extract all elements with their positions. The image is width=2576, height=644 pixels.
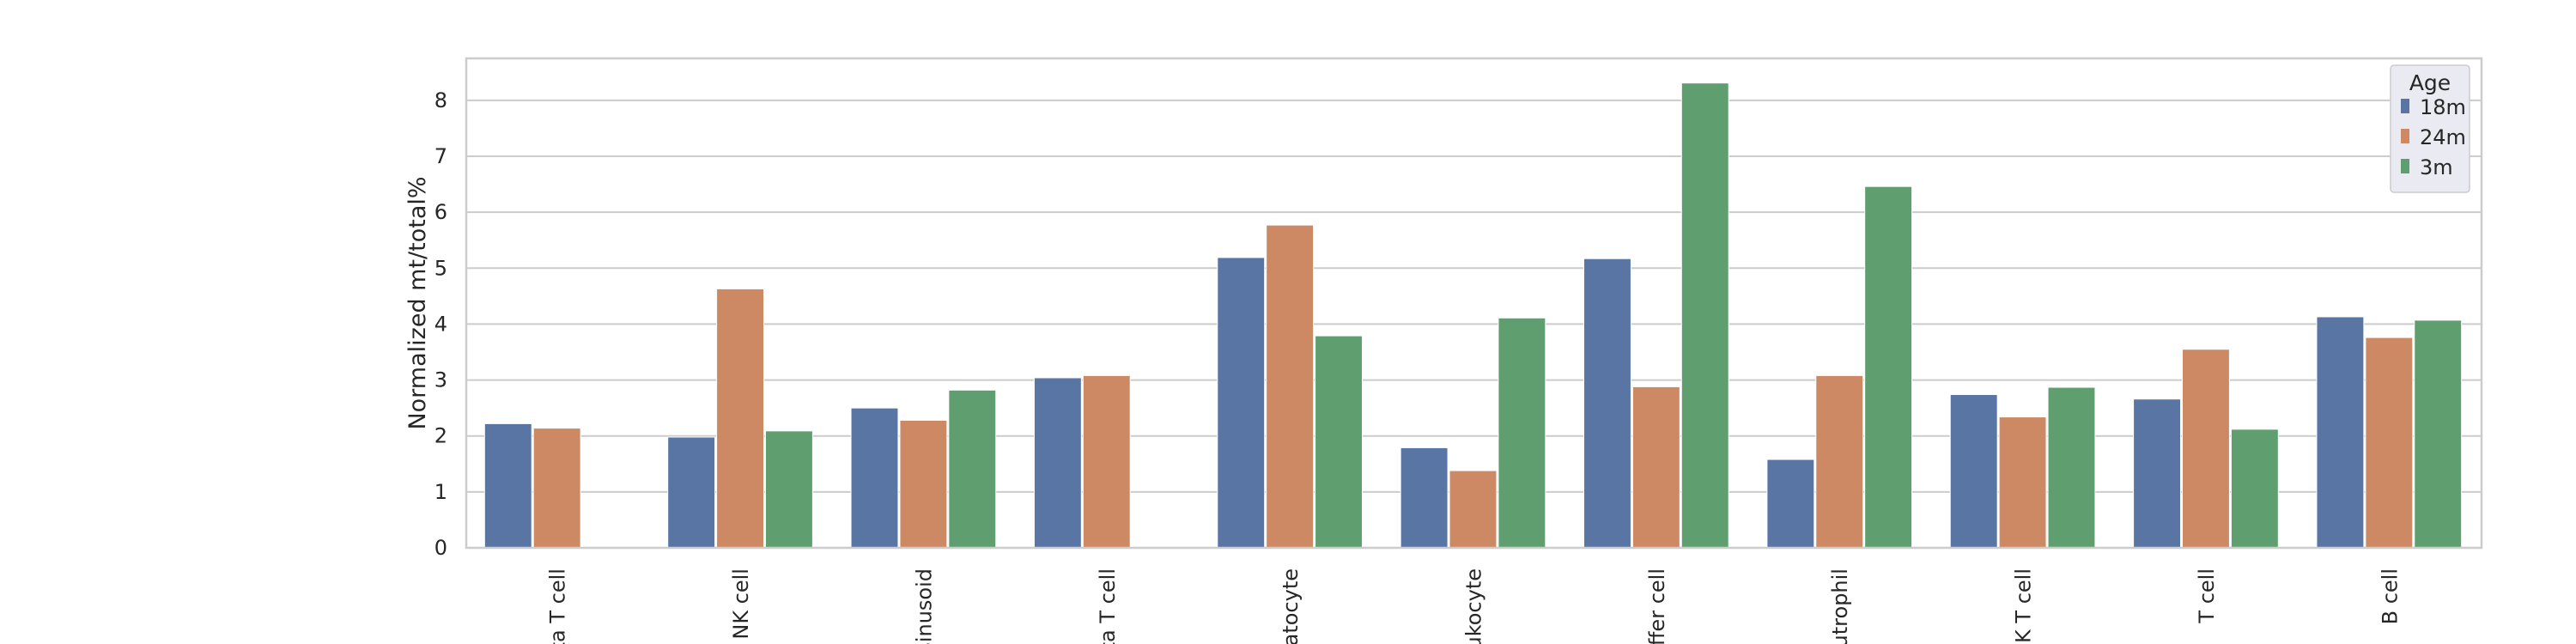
bar-3m [948,389,997,549]
y-tick-label: 2 [434,424,447,448]
bars [483,82,2463,549]
y-tick-label: 4 [434,312,447,336]
bar-24m [899,419,948,549]
x-tick-label: ffer cell [1645,568,1669,644]
y-axis-label: Normalized mt/total% [404,176,431,429]
bar-3m [2414,319,2463,549]
legend-swatch-3m [2401,159,2409,173]
x-tick-label: ta T cell [546,568,570,644]
bar-18m [1033,377,1082,549]
bar-24m [532,428,581,549]
bar-18m [1217,257,1266,549]
bar-24m [1449,470,1498,549]
bar-24m [1815,374,1864,549]
bar-24m [1266,224,1315,549]
bar-3m [764,430,813,549]
bar-24m [1998,416,2047,549]
bar-3m [1498,317,1546,549]
y-tick-label: 8 [434,88,447,112]
x-tick-label: ukocyte [1462,568,1486,644]
bar-18m [667,436,716,549]
x-tick-label: B cell [2378,568,2402,624]
bar-3m [1680,82,1729,549]
y-tick-label: 7 [434,144,447,168]
bar-18m [1400,447,1449,549]
legend-box [2390,64,2470,193]
bar-24m [716,288,764,549]
legend-title: Age [2409,70,2451,95]
x-tick-label: T cell [2195,568,2219,624]
bar-18m [2133,398,2182,549]
legend-items: 18m 24m 3m [2401,95,2466,179]
bar-18m [483,422,532,549]
y-tick-label: 0 [434,536,447,560]
legend-label-24m: 24m [2420,125,2466,149]
bar-18m [1949,394,1998,549]
legend: Age 18m 24m 3m [2390,64,2470,193]
bar-3m [2047,386,2096,549]
x-tick-label: ta T cell [1096,568,1120,644]
x-tick-label: utrophil [1828,568,1852,644]
bar-24m [2365,337,2414,549]
bar-3m [1315,335,1363,549]
bar-24m [1631,386,1680,549]
bar-3m [1864,185,1913,549]
y-tick-label: 1 [434,480,447,504]
legend-swatch-24m [2401,129,2409,143]
bar-3m [2230,428,2279,549]
x-tick-label: NK cell [729,568,753,640]
y-tick-label: 5 [434,256,447,280]
y-tick-labels: 0 1 2 3 4 5 6 7 8 [434,88,447,560]
bar-18m [850,407,899,549]
legend-swatch-18m [2401,99,2409,113]
x-tick-label: NK T cell [2012,568,2036,644]
y-tick-label: 6 [434,200,447,224]
bar-24m [2182,349,2230,549]
y-tick-label: 3 [434,368,447,392]
x-tick-labels: ta T cell NK cell sinusoid ta T cell atocyte… [546,568,2403,644]
bar-24m [1082,374,1131,549]
plot-frame [465,57,2483,550]
x-tick-label: sinusoid [912,568,936,644]
legend-label-18m: 18m [2420,95,2466,119]
bar-18m [1766,459,1815,549]
x-tick-label: atocyte [1279,568,1303,644]
legend-label-3m: 3m [2420,155,2453,179]
bar-18m [1583,258,1631,549]
bar-18m [2316,316,2365,549]
